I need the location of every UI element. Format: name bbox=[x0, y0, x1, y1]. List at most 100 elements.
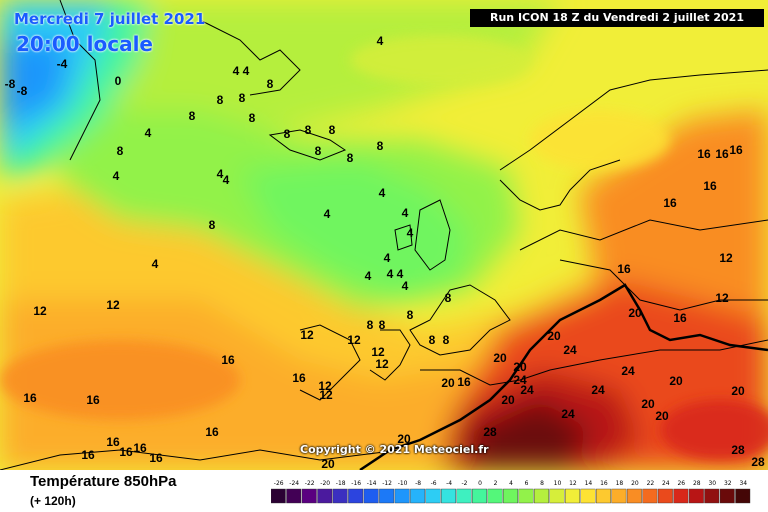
contour-label: 16 bbox=[697, 147, 711, 161]
contour-label: 8 bbox=[249, 111, 256, 125]
contour-label: 28 bbox=[751, 455, 765, 469]
legend-tick-label: 16 bbox=[600, 480, 608, 487]
contour-label: 4 bbox=[233, 64, 240, 78]
legend-swatch bbox=[688, 488, 704, 504]
contour-label: 8 bbox=[429, 333, 436, 347]
legend-tick-label: -20 bbox=[320, 480, 330, 487]
contour-label: 12 bbox=[375, 357, 389, 371]
legend-swatch bbox=[286, 488, 302, 504]
legend-swatch bbox=[719, 488, 735, 504]
legend-tick-label: 0 bbox=[478, 480, 482, 487]
legend-swatch bbox=[348, 488, 364, 504]
contour-label: 20 bbox=[493, 351, 507, 365]
contour-label: 4 bbox=[152, 257, 159, 271]
contour-label: 20 bbox=[441, 376, 455, 390]
legend-tick-label: -12 bbox=[382, 480, 392, 487]
contour-label: 16 bbox=[673, 311, 687, 325]
legend-tick-label: 28 bbox=[693, 480, 701, 487]
legend-tick-label: 14 bbox=[585, 480, 593, 487]
contour-label: 8 bbox=[329, 123, 336, 137]
contour-label: 16 bbox=[119, 445, 133, 459]
contour-label: 16 bbox=[205, 425, 219, 439]
legend-tick-label: 24 bbox=[662, 480, 670, 487]
contour-label: 8 bbox=[445, 291, 452, 305]
contour-label: 20 bbox=[669, 374, 683, 388]
contour-label: 12 bbox=[106, 298, 120, 312]
legend-swatch bbox=[565, 488, 580, 504]
temperature-map: 4 -4 -8 -8 0 4 4 8 8 8 8 8 4 8 8 8 8 8 8 8 4 4 4 4 4 8 4 4 4 4 4 4 4 4 8 12… bbox=[0, 0, 768, 470]
legend-swatch bbox=[379, 488, 395, 504]
contour-label: 16 bbox=[729, 143, 743, 157]
legend-tick-label: 26 bbox=[677, 480, 685, 487]
legend-tick-label: -8 bbox=[415, 480, 421, 487]
contour-label: 8 bbox=[239, 91, 246, 105]
contour-label: 4 bbox=[387, 267, 394, 281]
legend-swatch bbox=[394, 488, 410, 504]
legend-swatch bbox=[271, 488, 286, 504]
contour-label: 16 bbox=[149, 451, 163, 465]
contour-label: 20 bbox=[513, 360, 527, 374]
legend-tick-label: 18 bbox=[616, 480, 624, 487]
legend-swatch bbox=[534, 488, 549, 504]
contour-label: 8 bbox=[189, 109, 196, 123]
temperature-field bbox=[0, 0, 768, 470]
color-legend: -26 -24 -22 -20 -18 -16 -14 -12 -10 -8 -6 -4 -2 0 2 4 6 8… bbox=[271, 480, 751, 504]
contour-label: 8 bbox=[443, 333, 450, 347]
contour-label: 24 bbox=[561, 407, 575, 421]
contour-label: 12 bbox=[318, 379, 332, 393]
contour-label: 4 bbox=[113, 169, 120, 183]
legend-tick-label: 30 bbox=[708, 480, 716, 487]
legend-tick-label: -26 bbox=[274, 480, 284, 487]
contour-label: 12 bbox=[319, 388, 333, 402]
contour-label: 8 bbox=[379, 318, 386, 332]
legend-swatch bbox=[472, 488, 488, 504]
contour-label: 24 bbox=[591, 383, 605, 397]
contour-label: 20 bbox=[628, 306, 642, 320]
legend-tick-label: -2 bbox=[462, 480, 468, 487]
contour-label: 4 bbox=[402, 206, 409, 220]
contour-label: 20 bbox=[547, 329, 561, 343]
contour-label: 8 bbox=[217, 93, 224, 107]
contour-label: 4 bbox=[324, 207, 331, 221]
contour-label: 4 bbox=[217, 167, 224, 181]
coastlines bbox=[0, 0, 768, 470]
contour-label: 16 bbox=[457, 375, 471, 389]
contour-label: 16 bbox=[703, 179, 717, 193]
contour-label: 8 bbox=[315, 144, 322, 158]
contour-label: 8 bbox=[209, 218, 216, 232]
contour-label: 24 bbox=[621, 364, 635, 378]
contour-label: 16 bbox=[23, 391, 37, 405]
contour-label: 20 bbox=[641, 397, 655, 411]
contour-label: 4 bbox=[402, 279, 409, 293]
contour-label: 4 bbox=[365, 269, 372, 283]
legend-swatch bbox=[549, 488, 565, 504]
legend-tick-label: -24 bbox=[289, 480, 299, 487]
copyright-notice: Copyright © 2021 Meteociel.fr bbox=[300, 443, 489, 456]
legend-swatch bbox=[441, 488, 457, 504]
contour-label: 12 bbox=[33, 304, 47, 318]
contour-label: 4 bbox=[379, 186, 386, 200]
contour-label: 4 bbox=[397, 267, 404, 281]
parameter-title: Température 850hPa bbox=[30, 473, 177, 490]
legend-swatch bbox=[673, 488, 689, 504]
legend-swatch bbox=[735, 488, 751, 504]
legend-tick-label: 22 bbox=[647, 480, 655, 487]
contour-label: 20 bbox=[655, 409, 669, 423]
legend-tick-label: -10 bbox=[398, 480, 408, 487]
legend-tick-label: -14 bbox=[367, 480, 377, 487]
contour-label: 16 bbox=[715, 147, 729, 161]
legend-swatch bbox=[704, 488, 720, 504]
valid-date: Mercredi 7 juillet 2021 bbox=[14, 10, 206, 28]
legend-tick-label: 2 bbox=[494, 480, 498, 487]
legend-tick-label: -6 bbox=[431, 480, 437, 487]
contour-label: 28 bbox=[731, 443, 745, 457]
legend-swatch bbox=[626, 488, 642, 504]
lead-time: (+ 120h) bbox=[30, 494, 76, 508]
contour-label: -8 bbox=[17, 84, 28, 98]
contour-label: 8 bbox=[117, 144, 124, 158]
legend-tick-label: -4 bbox=[446, 480, 452, 487]
contour-line-20 bbox=[359, 283, 768, 470]
legend-swatch bbox=[332, 488, 348, 504]
legend-swatch bbox=[642, 488, 658, 504]
contour-label: -8 bbox=[5, 77, 16, 91]
